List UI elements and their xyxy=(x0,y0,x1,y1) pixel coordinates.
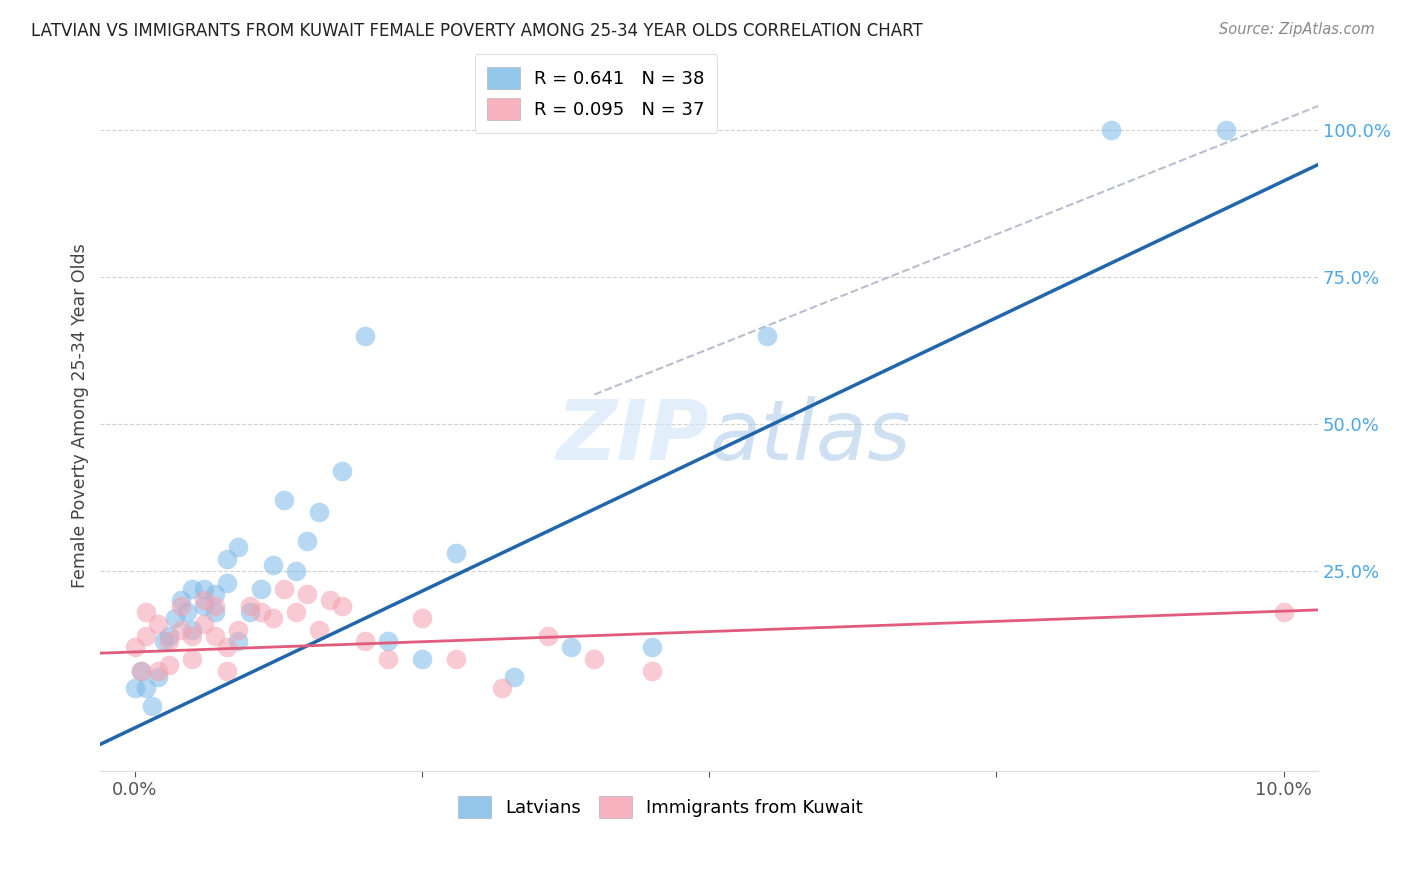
Point xyxy=(204,628,226,642)
Point xyxy=(330,464,353,478)
Point xyxy=(181,652,204,666)
Point xyxy=(124,640,146,655)
Point xyxy=(755,328,778,343)
Point xyxy=(157,634,180,648)
Point xyxy=(353,328,375,343)
Point xyxy=(446,546,468,560)
Point xyxy=(226,541,249,555)
Point xyxy=(124,681,146,696)
Point xyxy=(146,616,169,631)
Point xyxy=(193,582,215,596)
Point xyxy=(204,605,226,619)
Text: ZIP: ZIP xyxy=(557,396,709,477)
Point xyxy=(330,599,353,614)
Point xyxy=(129,664,152,678)
Point xyxy=(157,657,180,672)
Point xyxy=(226,634,249,648)
Point xyxy=(262,558,284,572)
Point xyxy=(226,623,249,637)
Text: atlas: atlas xyxy=(709,396,911,477)
Point xyxy=(135,605,157,619)
Point xyxy=(411,611,433,625)
Point xyxy=(193,616,215,631)
Point xyxy=(176,605,198,619)
Point xyxy=(250,605,273,619)
Point xyxy=(135,628,157,642)
Point xyxy=(411,652,433,666)
Point xyxy=(583,652,606,666)
Point xyxy=(135,681,157,696)
Point xyxy=(239,599,262,614)
Point xyxy=(204,599,226,614)
Point xyxy=(641,664,664,678)
Point xyxy=(250,582,273,596)
Point xyxy=(129,664,152,678)
Point xyxy=(641,640,664,655)
Point xyxy=(284,605,307,619)
Point xyxy=(353,634,375,648)
Point xyxy=(146,664,169,678)
Point xyxy=(262,611,284,625)
Point xyxy=(181,582,204,596)
Point xyxy=(1215,123,1237,137)
Point xyxy=(163,611,186,625)
Point xyxy=(204,587,226,601)
Point xyxy=(273,582,295,596)
Text: LATVIAN VS IMMIGRANTS FROM KUWAIT FEMALE POVERTY AMONG 25-34 YEAR OLDS CORRELATI: LATVIAN VS IMMIGRANTS FROM KUWAIT FEMALE… xyxy=(31,22,922,40)
Point xyxy=(215,552,238,566)
Point xyxy=(193,599,215,614)
Point xyxy=(377,652,399,666)
Point xyxy=(181,623,204,637)
Point xyxy=(181,628,204,642)
Point xyxy=(193,593,215,607)
Point xyxy=(170,599,193,614)
Point xyxy=(1099,123,1122,137)
Point xyxy=(146,670,169,684)
Point xyxy=(377,634,399,648)
Point xyxy=(308,623,330,637)
Point xyxy=(491,681,513,696)
Text: Source: ZipAtlas.com: Source: ZipAtlas.com xyxy=(1219,22,1375,37)
Legend: Latvians, Immigrants from Kuwait: Latvians, Immigrants from Kuwait xyxy=(451,789,870,826)
Point xyxy=(308,505,330,519)
Point xyxy=(560,640,582,655)
Point xyxy=(239,605,262,619)
Y-axis label: Female Poverty Among 25-34 Year Olds: Female Poverty Among 25-34 Year Olds xyxy=(72,243,89,588)
Point xyxy=(157,628,180,642)
Point xyxy=(284,564,307,578)
Point xyxy=(1272,605,1295,619)
Point xyxy=(295,534,318,549)
Point xyxy=(446,652,468,666)
Point xyxy=(295,587,318,601)
Point xyxy=(152,634,174,648)
Point xyxy=(215,664,238,678)
Point xyxy=(537,628,560,642)
Point xyxy=(170,623,193,637)
Point xyxy=(215,575,238,590)
Point xyxy=(319,593,342,607)
Point xyxy=(273,493,295,508)
Point xyxy=(503,670,526,684)
Point xyxy=(170,593,193,607)
Point xyxy=(141,699,163,714)
Point xyxy=(215,640,238,655)
